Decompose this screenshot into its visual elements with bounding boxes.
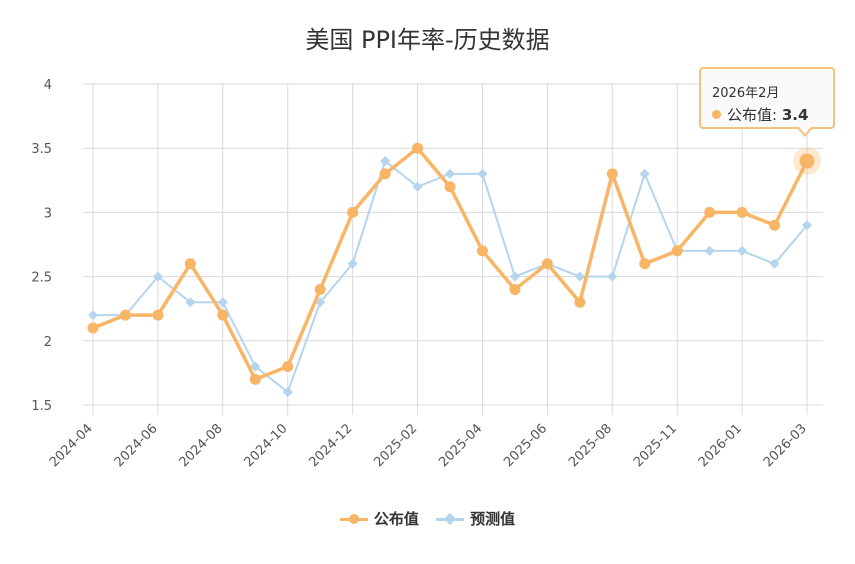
x-tick-label: 2025-08 <box>566 421 615 470</box>
tooltip: 2026年2月 公布值: 3.4 <box>699 67 835 129</box>
vertical-gridlines <box>92 84 808 415</box>
data-point[interactable] <box>574 296 586 308</box>
data-point[interactable] <box>769 258 780 269</box>
data-point[interactable] <box>119 309 131 321</box>
data-point[interactable] <box>639 168 650 179</box>
x-tick-label: 2024-04 <box>47 421 96 470</box>
data-point[interactable] <box>152 309 164 321</box>
data-point[interactable] <box>282 360 294 372</box>
x-tick-label: 2025-04 <box>436 421 485 470</box>
data-point[interactable] <box>380 156 391 167</box>
legend: 公布值 预测值 <box>0 508 855 529</box>
data-point[interactable] <box>737 245 748 256</box>
data-point[interactable] <box>185 297 196 308</box>
x-tick-label: 2026-01 <box>696 421 745 470</box>
horizontal-gridlines <box>83 83 823 406</box>
legend-label-forecast: 预测值 <box>470 510 516 528</box>
x-tick-label: 2024-06 <box>112 421 161 470</box>
data-point[interactable] <box>445 168 455 179</box>
data-point[interactable] <box>152 271 163 282</box>
data-point[interactable] <box>606 168 618 180</box>
data-point[interactable] <box>314 283 326 295</box>
data-point[interactable] <box>444 181 456 193</box>
data-point[interactable] <box>574 271 585 282</box>
data-point[interactable] <box>509 283 521 295</box>
data-point[interactable] <box>347 258 358 269</box>
data-point[interactable] <box>347 206 359 218</box>
data-point[interactable] <box>607 271 618 282</box>
tooltip-value: 3.4 <box>781 106 809 124</box>
x-tick-label: 2025-11 <box>631 421 680 470</box>
y-tick-label: 3.5 <box>31 142 52 157</box>
tooltip-series-label: 公布值: <box>727 106 778 124</box>
data-point[interactable] <box>412 181 423 192</box>
data-point[interactable] <box>639 258 651 270</box>
x-axis-ticks: 2024-04 2024-06 2024-08 2024-10 2024-12 2025-… <box>47 421 810 470</box>
legend-symbol-forecast <box>436 512 465 525</box>
legend-symbol-actual <box>339 513 368 525</box>
highlight-point[interactable] <box>799 153 815 169</box>
data-point[interactable] <box>802 220 812 231</box>
y-tick-label: 2.5 <box>31 271 52 286</box>
x-tick-label: 2025-06 <box>501 421 550 470</box>
legend-item-actual[interactable]: 公布值 <box>339 508 419 529</box>
legend-label-actual: 公布值 <box>373 510 419 528</box>
data-point[interactable] <box>184 258 196 270</box>
data-point[interactable] <box>88 310 98 321</box>
x-tick-label: 2026-03 <box>761 421 810 470</box>
data-point[interactable] <box>541 258 553 270</box>
tooltip-date: 2026年2月 <box>712 86 780 101</box>
data-point[interactable] <box>509 271 520 282</box>
x-tick-label: 2024-12 <box>306 421 355 470</box>
y-tick-label: 2 <box>44 335 52 350</box>
y-axis-ticks: 1.5 2 2.5 3 3.5 4 <box>31 78 52 414</box>
data-point[interactable] <box>477 168 488 179</box>
tooltip-arrow-inner <box>798 126 812 134</box>
y-tick-label: 4 <box>44 78 52 93</box>
x-tick-label: 2024-10 <box>242 421 291 470</box>
data-point[interactable] <box>412 142 424 154</box>
data-point[interactable] <box>704 206 716 218</box>
data-point[interactable] <box>769 219 781 231</box>
tooltip-row: 公布值: 3.4 <box>712 104 808 125</box>
data-point[interactable] <box>249 373 261 385</box>
data-point[interactable] <box>671 245 683 257</box>
legend-item-forecast[interactable]: 预测值 <box>436 508 515 529</box>
data-point[interactable] <box>476 245 488 257</box>
data-point[interactable] <box>217 297 228 308</box>
chart-title: 美国 PPI年率-历史数据 <box>305 26 550 54</box>
y-tick-label: 1.5 <box>31 399 52 414</box>
x-tick-label: 2024-08 <box>177 421 226 470</box>
data-point[interactable] <box>217 309 229 321</box>
data-point[interactable] <box>379 168 391 180</box>
data-point[interactable] <box>250 361 261 372</box>
x-tick-label: 2025-02 <box>371 421 420 470</box>
y-tick-label: 3 <box>44 206 52 221</box>
data-point[interactable] <box>704 245 715 256</box>
data-point[interactable] <box>282 387 293 398</box>
data-point[interactable] <box>87 322 99 334</box>
tooltip-series-dot <box>712 110 721 119</box>
data-point[interactable] <box>736 206 748 218</box>
highlighted-point <box>793 147 821 176</box>
series-actual <box>87 142 813 385</box>
